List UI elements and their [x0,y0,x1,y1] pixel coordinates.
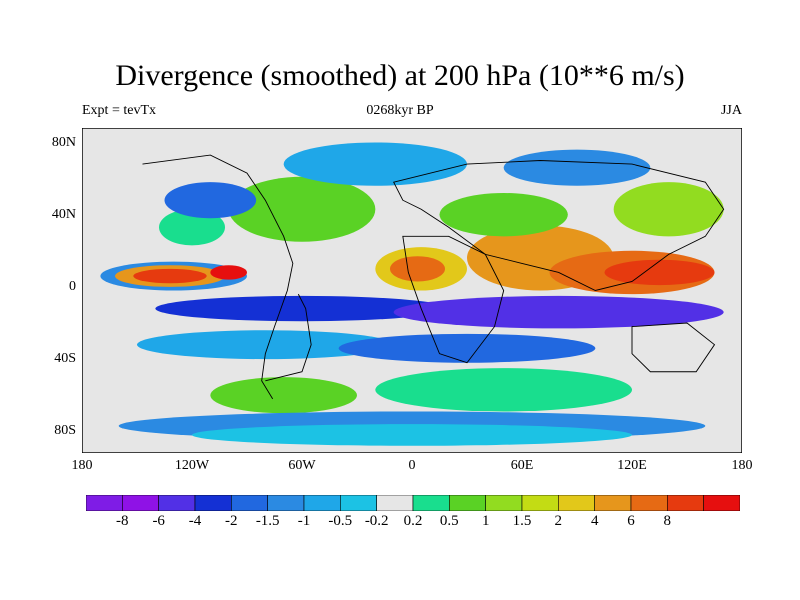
lon-label-180e: 180 [731,458,753,473]
colorbar-tick-label: -0.2 [364,513,389,529]
colorbar-tick-label: -6 [152,513,165,529]
plot-title: Divergence (smoothed) at 200 hPa (10**6 … [115,59,685,92]
colorbar-box [86,495,123,511]
colorbar-box [412,495,450,511]
lon-label-180w: 180 [71,458,93,473]
experiment-label: Expt = tevTx [82,103,156,118]
colorbar-tick-label: -4 [188,513,202,529]
colorbar-box [703,495,740,511]
colorbar-tick-label: 2 [554,513,563,529]
colorbar-box [449,495,486,511]
colorbar-box [594,495,632,511]
colorbar-tick-label: 6 [627,513,635,529]
lat-label-40s: 40S [54,351,76,366]
time-label: 0268kyr BP [366,103,434,118]
colorbar-box [158,495,196,511]
colorbar-tick-label: -2 [225,513,238,529]
season-label: JJA [720,103,742,118]
lon-label-120e: 120E [617,458,647,473]
lon-label-0: 0 [408,458,416,473]
lat-label-80s: 80S [54,423,76,438]
colorbar-tick-label: -1.5 [255,513,280,529]
colorbar-box [267,495,305,511]
colorbar-tick-label: 0.2 [403,513,423,529]
colorbar-tick-label: 0.5 [439,513,459,529]
lon-label-60e: 60E [510,458,534,473]
colorbar-box [340,495,377,511]
colorbar-box [558,495,595,511]
divergence-map [82,128,742,453]
colorbar-box [485,495,523,511]
colorbar [86,495,740,511]
colorbar-tick-label: -1 [297,513,311,529]
colorbar-tick-label: -8 [116,513,129,529]
colorbar-box [194,495,232,511]
divergence-field [100,142,724,446]
colorbar-box [303,495,341,511]
colorbar-tick-label: -0.5 [328,513,353,529]
colorbar-box [667,495,704,511]
lon-label-120w: 120W [174,458,210,473]
colorbar-tick-label: 8 [663,513,672,529]
lat-label-equator: 0 [69,279,76,294]
colorbar-tick-label: 4 [590,513,599,529]
lat-label-80n: 80N [51,135,76,150]
lon-label-60w: 60W [288,458,316,473]
colorbar-box [376,495,414,511]
colorbar-box [231,495,268,511]
colorbar-tick-label: 1 [481,513,490,529]
colorbar-box [630,495,668,511]
lat-label-40n: 40N [51,207,76,222]
colorbar-tick-label: 1.5 [512,513,532,529]
colorbar-box [122,495,159,511]
colorbar-box [521,495,559,511]
coastlines [142,154,725,400]
